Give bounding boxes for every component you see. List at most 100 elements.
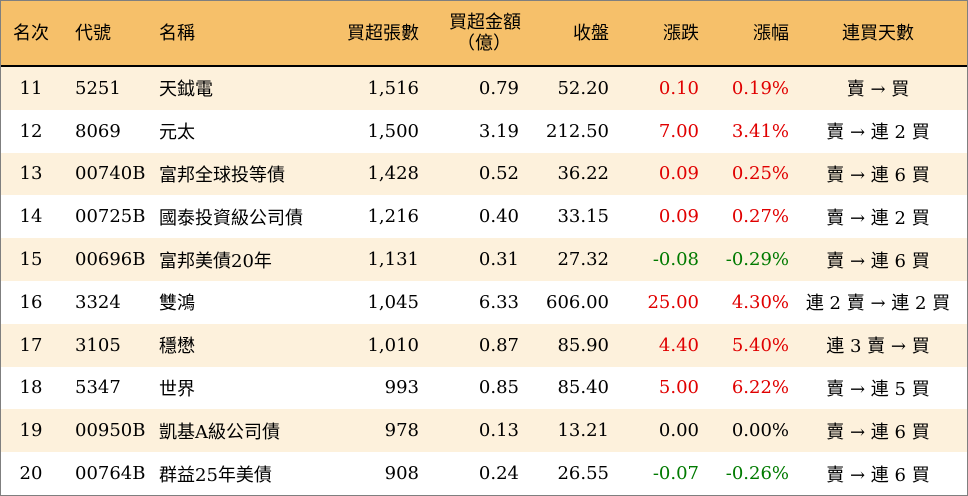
rank-cell: 12 — [19, 120, 43, 142]
days-cell: 連 2 賣 → 連 2 買 — [805, 293, 951, 315]
change-cell: 4.40 — [658, 334, 699, 356]
rank-cell: 16 — [19, 291, 43, 313]
header-close: 收盤 — [573, 22, 609, 44]
change-cell: 0.00 — [658, 420, 699, 442]
table-row: 13 00740B 富邦全球投等債 1,428 0.52 36.22 0.09 … — [1, 152, 967, 196]
pct-cell: 0.25% — [731, 163, 789, 185]
rank-cell: 19 — [19, 420, 43, 442]
code-cell: 00950B — [75, 420, 146, 442]
name-cell: 天鉞電 — [159, 79, 213, 101]
close-cell: 52.20 — [557, 77, 609, 99]
change-cell: 5.00 — [658, 377, 699, 399]
code-cell: 00740B — [75, 163, 146, 185]
header-days: 連買天數 — [842, 22, 914, 44]
close-cell: 27.32 — [557, 249, 609, 271]
volume-cell: 1,216 — [367, 206, 419, 228]
volume-cell: 1,131 — [367, 249, 419, 271]
close-cell: 85.40 — [557, 377, 609, 399]
header-change: 漲跌 — [663, 22, 699, 44]
name-cell: 穩懋 — [159, 336, 195, 358]
table-row: 20 00764B 群益25年美債 908 0.24 26.55 -0.07 -… — [1, 452, 967, 495]
table-row: 15 00696B 富邦美債20年 1,131 0.31 27.32 -0.08… — [1, 238, 967, 281]
change-cell: 0.09 — [658, 163, 699, 185]
name-cell: 群益25年美債 — [159, 464, 272, 486]
pct-cell: 0.19% — [731, 77, 789, 99]
amount-cell: 0.52 — [478, 163, 519, 185]
amount-cell: 0.13 — [478, 420, 519, 442]
close-cell: 36.22 — [557, 163, 609, 185]
amount-cell: 0.87 — [478, 334, 519, 356]
days-cell: 賣 → 連 6 買 — [826, 164, 930, 186]
days-cell: 賣 → 連 2 買 — [826, 122, 930, 144]
pct-cell: 0.27% — [731, 206, 789, 228]
rank-cell: 11 — [19, 77, 43, 99]
name-cell: 世界 — [159, 378, 195, 400]
days-cell: 賣 → 連 2 買 — [826, 207, 930, 229]
close-cell: 85.90 — [557, 334, 609, 356]
close-cell: 606.00 — [546, 291, 609, 313]
header-code: 代號 — [75, 22, 111, 44]
volume-cell: 1,516 — [367, 77, 419, 99]
change-cell: 0.09 — [658, 206, 699, 228]
rank-cell: 18 — [19, 377, 43, 399]
close-cell: 26.55 — [557, 463, 609, 485]
header-name: 名稱 — [159, 22, 195, 44]
pct-cell: 3.41% — [731, 120, 789, 142]
name-cell: 富邦美債20年 — [159, 250, 272, 272]
change-cell: -0.07 — [652, 463, 699, 485]
code-cell: 8069 — [75, 120, 121, 142]
pct-cell: 4.30% — [731, 291, 789, 313]
name-cell: 元太 — [159, 122, 195, 144]
days-cell: 賣 → 連 5 買 — [826, 378, 930, 400]
header-amount: 買超金額 （億） — [419, 12, 521, 54]
close-cell: 13.21 — [557, 420, 609, 442]
pct-cell: 0.00% — [731, 420, 789, 442]
amount-cell: 0.31 — [478, 249, 519, 271]
header-pct: 漲幅 — [753, 22, 789, 44]
table-row: 17 3105 穩懋 1,010 0.87 85.90 4.40 5.40% 連… — [1, 323, 967, 367]
volume-cell: 908 — [384, 463, 419, 485]
name-cell: 國泰投資級公司債 — [159, 207, 303, 229]
rank-cell: 15 — [19, 249, 43, 271]
table-row: 11 5251 天鉞電 1,516 0.79 52.20 0.10 0.19% … — [1, 67, 967, 110]
code-cell: 5251 — [75, 77, 121, 99]
amount-cell: 6.33 — [478, 291, 519, 313]
name-cell: 富邦全球投等債 — [159, 164, 285, 186]
amount-cell: 0.40 — [478, 206, 519, 228]
header-rank: 名次 — [13, 22, 49, 44]
volume-cell: 978 — [384, 420, 419, 442]
header-amount-line2: （億） — [457, 33, 511, 54]
table-row: 16 3324 雙鴻 1,045 6.33 606.00 25.00 4.30%… — [1, 280, 967, 324]
rank-cell: 17 — [19, 334, 43, 356]
pct-cell: -0.29% — [725, 249, 789, 271]
days-cell: 連 3 賣 → 買 — [826, 336, 930, 358]
table-row: 19 00950B 凱基A級公司債 978 0.13 13.21 0.00 0.… — [1, 409, 967, 453]
pct-cell: -0.26% — [725, 463, 789, 485]
volume-cell: 1,428 — [367, 163, 419, 185]
table-row: 18 5347 世界 993 0.85 85.40 5.00 6.22% 賣 →… — [1, 366, 967, 410]
close-cell: 212.50 — [546, 120, 609, 142]
code-cell: 3105 — [75, 334, 121, 356]
volume-cell: 1,500 — [367, 120, 419, 142]
amount-cell: 3.19 — [478, 120, 519, 142]
change-cell: -0.08 — [652, 249, 699, 271]
amount-cell: 0.24 — [478, 463, 519, 485]
days-cell: 賣 → 連 6 買 — [826, 421, 930, 443]
change-cell: 7.00 — [658, 120, 699, 142]
volume-cell: 993 — [384, 377, 419, 399]
close-cell: 33.15 — [557, 206, 609, 228]
rank-cell: 20 — [19, 463, 43, 485]
table-header: 名次 代號 名稱 買超張數 買超金額 （億） 收盤 漲跌 漲幅 連買天數 — [1, 1, 967, 67]
name-cell: 雙鴻 — [159, 293, 195, 315]
change-cell: 25.00 — [647, 291, 699, 313]
rank-cell: 13 — [19, 163, 43, 185]
volume-cell: 1,045 — [367, 291, 419, 313]
days-cell: 賣 → 連 6 買 — [826, 464, 930, 486]
pct-cell: 5.40% — [731, 334, 789, 356]
name-cell: 凱基A級公司債 — [159, 421, 280, 443]
amount-cell: 0.79 — [478, 77, 519, 99]
days-cell: 賣 → 買 — [846, 79, 910, 101]
amount-cell: 0.85 — [478, 377, 519, 399]
change-cell: 0.10 — [658, 77, 699, 99]
